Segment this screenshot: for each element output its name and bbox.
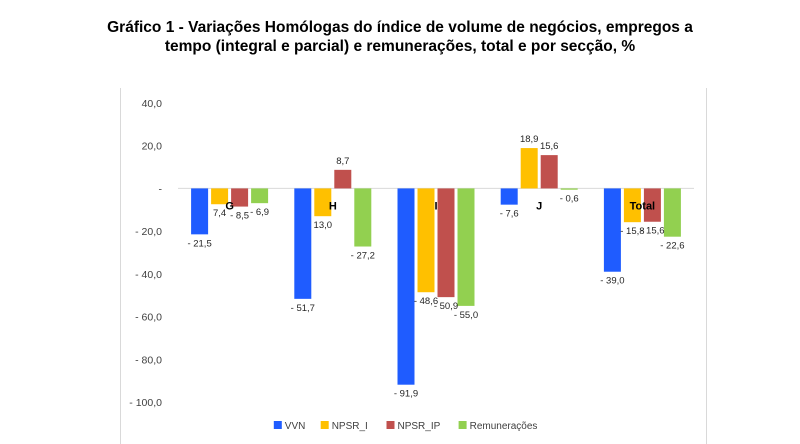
chart-area bbox=[120, 88, 707, 444]
y-tick-label-5: - 60,0 bbox=[135, 312, 162, 324]
legend-label-npsr-ip: NPSR_IP bbox=[398, 421, 441, 432]
category-labels: G H I J Total bbox=[225, 200, 655, 212]
data-label-npsr-i-h: 13,0 bbox=[314, 220, 333, 231]
data-label-npsr-ip-g: - 8,5 bbox=[230, 211, 249, 222]
data-label-npsr-i-j: 18,9 bbox=[520, 134, 539, 145]
data-label-npsr-ip-i: - 50,9 bbox=[434, 301, 458, 312]
data-label-vvn-total: - 39,0 bbox=[600, 276, 624, 287]
chart-title: Gráfico 1 - Variações Homólogas do índic… bbox=[0, 18, 800, 56]
data-label-npsr-ip-total: - 15,6 bbox=[640, 226, 664, 237]
data-label-npsr-ip-h: 8,7 bbox=[336, 156, 349, 167]
data-label-remunera-es-j: - 0,6 bbox=[560, 194, 579, 205]
legend-swatch-vvn bbox=[273, 421, 282, 429]
bar-remunera-es-h bbox=[354, 188, 372, 247]
y-tick-label-0: 40,0 bbox=[142, 98, 163, 110]
legend-swatch-remunera-es bbox=[458, 421, 467, 429]
legend: VVN NPSR_I NPSR_IP Remunerações bbox=[273, 421, 538, 432]
bar-vvn-i bbox=[397, 188, 415, 385]
category-label-j: J bbox=[536, 200, 542, 212]
bar-npsr-ip-g bbox=[231, 188, 249, 207]
bar-npsr-ip-h bbox=[334, 169, 352, 189]
legend-swatch-npsr-ip bbox=[386, 421, 395, 429]
y-axis: 40,0 20,0 - - 20,0 - 40,0 - 60,0 - 80,0 - 100,0 bbox=[129, 98, 694, 409]
bar-npsr-i-i bbox=[417, 188, 435, 293]
y-tick-label-6: - 80,0 bbox=[135, 354, 162, 366]
y-tick-label-1: 20,0 bbox=[142, 141, 163, 153]
bar-npsr-i-h bbox=[314, 188, 332, 217]
bar-remunera-es-g bbox=[251, 188, 269, 204]
bar-npsr-ip-i bbox=[437, 188, 455, 298]
data-label-remunera-es-total: - 22,6 bbox=[660, 241, 684, 252]
data-label-remunera-es-h: - 27,2 bbox=[351, 251, 375, 262]
legend-label-npsr-i: NPSR_I bbox=[332, 421, 368, 432]
bar-vvn-g bbox=[191, 188, 209, 235]
category-label-total: Total bbox=[630, 200, 655, 212]
bar-npsr-i-j bbox=[520, 148, 538, 189]
data-label-vvn-g: - 21,5 bbox=[187, 238, 211, 249]
legend-label-remunera-es: Remunerações bbox=[470, 421, 538, 432]
y-tick-label-2: - bbox=[159, 183, 163, 195]
data-label-vvn-i: - 91,9 bbox=[394, 389, 418, 400]
data-label-npsr-i-i: - 48,6 bbox=[414, 296, 438, 307]
chart-title-line-1: Gráfico 1 - Variações Homólogas do índic… bbox=[107, 19, 693, 36]
y-tick-label-7: - 100,0 bbox=[129, 397, 162, 409]
legend-label-vvn: VVN bbox=[285, 421, 306, 432]
bar-remunera-es-total bbox=[663, 188, 681, 237]
data-label-npsr-i-g: 7,4 bbox=[213, 208, 226, 219]
y-tick-label-3: - 20,0 bbox=[135, 226, 162, 238]
bars bbox=[191, 148, 681, 385]
data-label-remunera-es-g: - 6,9 bbox=[250, 207, 269, 218]
bar-npsr-i-g bbox=[211, 188, 229, 205]
data-label-remunera-es-i: - 55,0 bbox=[454, 310, 478, 321]
bar-npsr-ip-j bbox=[540, 155, 558, 189]
bar-vvn-total bbox=[603, 188, 621, 272]
data-label-npsr-i-total: - 15,8 bbox=[620, 226, 644, 237]
data-label-vvn-h: - 51,7 bbox=[291, 303, 315, 314]
bar-npsr-i-total bbox=[623, 188, 641, 223]
category-label-i: I bbox=[434, 200, 437, 212]
chart-title-line-2: tempo (integral e parcial) e remuneraçõe… bbox=[164, 38, 636, 55]
category-label-g: G bbox=[225, 200, 234, 212]
legend-swatch-npsr-i bbox=[320, 421, 329, 429]
data-label-npsr-ip-j: 15,6 bbox=[540, 141, 559, 152]
data-label-vvn-j: - 7,6 bbox=[500, 209, 519, 220]
bar-npsr-ip-total bbox=[643, 188, 661, 222]
bar-remunera-es-i bbox=[457, 188, 475, 306]
category-label-h: H bbox=[329, 200, 337, 212]
data-labels: - 21,5 7,4 - 8,5- 6,9 - 51,7 13,0 8,7 - 27,2 - … bbox=[187, 134, 684, 400]
bar-remunera-es-j bbox=[560, 188, 578, 190]
y-tick-label-4: - 40,0 bbox=[135, 269, 162, 281]
bar-vvn-j bbox=[500, 188, 518, 205]
bar-vvn-h bbox=[294, 188, 312, 299]
